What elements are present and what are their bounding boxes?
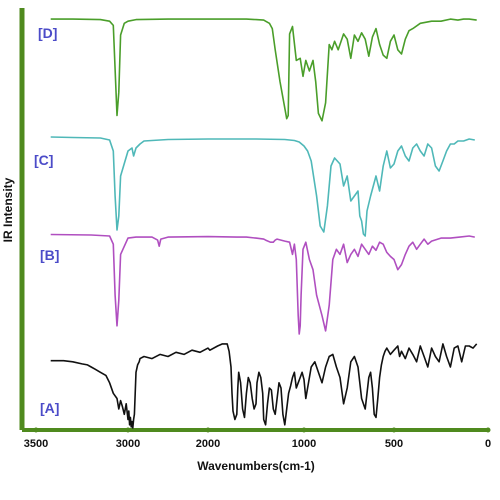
- x-tick-mark: [301, 427, 307, 433]
- x-tick-label: 2000: [196, 438, 220, 450]
- panel-labels: [D] [C] [B] [A]: [34, 25, 59, 416]
- spectrum-line-a: [50, 343, 478, 429]
- panel-label-b: [B]: [40, 247, 59, 263]
- x-tick-label: 3000: [116, 438, 140, 450]
- x-tick-label: 500: [385, 438, 403, 450]
- x-tick-mark: [125, 427, 131, 433]
- panel-label-d: [D]: [38, 25, 57, 41]
- y-axis-title: IR Intensity: [1, 177, 15, 242]
- x-axis-tick-labels: 3500 3000 2000 1000 500 0: [24, 438, 491, 450]
- x-tick-label: 3500: [24, 438, 48, 450]
- x-tick-mark: [391, 427, 397, 433]
- panel-label-c: [C]: [34, 152, 53, 168]
- x-tick-mark: [485, 427, 491, 433]
- spectrum-line-b: [50, 233, 475, 335]
- x-tick-mark: [205, 427, 211, 433]
- x-axis-ticks: [33, 427, 491, 433]
- spectrum-line-d: [50, 18, 477, 122]
- x-tick-label: 1000: [292, 438, 316, 450]
- x-axis-title: Wavenumbers(cm-1): [197, 459, 315, 473]
- panel-label-a: [A]: [40, 400, 59, 416]
- spectrum-line-c: [50, 136, 475, 237]
- x-tick-label: 0: [485, 438, 491, 450]
- x-tick-mark: [33, 427, 39, 433]
- spectra-group: [50, 18, 478, 429]
